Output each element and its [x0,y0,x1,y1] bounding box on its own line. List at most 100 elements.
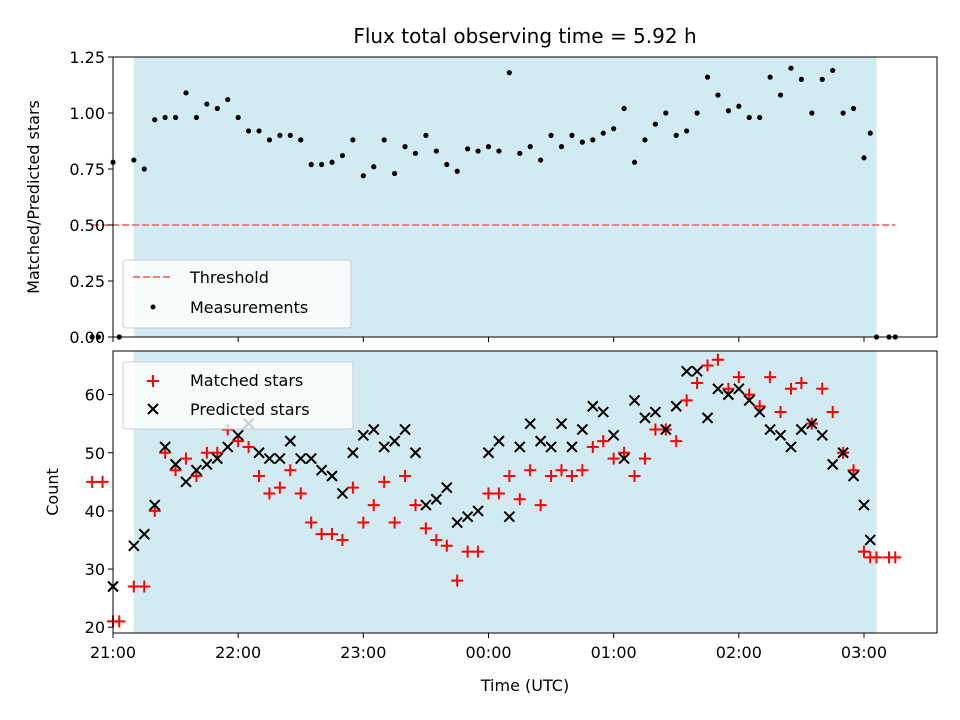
matched-star-point [503,470,516,483]
predicted-star-point [420,499,432,511]
predicted-star-point [138,528,150,540]
measurement-point [392,170,398,177]
measurements-legend-label: Measurements [190,298,308,317]
matched-star-point [670,435,683,448]
bottom-panel-plot-area [86,353,902,628]
predicted-star-point [691,365,703,378]
predicted-star-point [722,388,735,401]
measurement-point [767,74,773,80]
measurement-point [319,161,325,168]
predicted-star-point [493,435,505,447]
matched-star-point [691,376,704,389]
measurement-point [454,168,460,174]
matched-star-point [200,446,213,459]
measurement-point [673,132,679,138]
matched-star-point [795,376,808,389]
matched-star-point [701,359,714,372]
predicted-star-point [514,441,526,453]
matched-star-point [586,440,599,453]
matched-star-point [180,452,193,465]
matched-star-point [638,452,651,465]
measurement-point [193,114,200,121]
matched-star-point [711,353,724,366]
predicted-star-point [503,511,516,523]
matched-star-point [565,470,578,483]
matched-star-point [722,382,735,395]
predicted-star-point [587,400,599,412]
measurement-point [569,132,575,138]
matched-star-point [113,615,126,628]
measurement-point [663,110,669,116]
predicted-star-point [545,441,557,453]
matched-star-point [148,504,161,517]
measurement-point [235,114,241,121]
matched-star-point [764,371,777,384]
predicted-star-point [733,383,745,395]
predicted-star-point [680,365,693,378]
predicted-star-point [753,406,766,418]
matched-star-point [357,516,370,529]
measurement-point [642,137,648,143]
predicted-star-point [461,511,474,523]
bottom-y-tick-label: 30 [85,560,105,579]
matched-star-point [430,533,443,546]
bottom-legend-box [122,361,354,430]
measurement-point [579,139,585,145]
x-tick-label: 02:00 [716,643,762,662]
predicted-star-point [347,447,359,459]
measurement-point [172,114,179,121]
matched-star-point [346,481,359,494]
measurement-point [558,144,565,150]
measurement-point [266,137,273,143]
predicted-stars-legend-swatch [147,403,159,415]
predicted-star-point [628,394,641,407]
matched-star-point [190,470,203,483]
predicted-star-point [837,447,849,459]
predicted-star-point [847,470,860,482]
matched-star-point [169,464,182,477]
predicted-star-point [169,458,182,471]
measurement-point [736,103,742,109]
bottom-panel: 20 30 40 50 60 21:00 22:00 23:00 00:00 01:00 02:0… [43,350,938,695]
predicted-star-point [774,429,787,442]
predicted-star-point [190,464,203,476]
bottom-y-tick-label: 20 [85,618,105,637]
matched-star-point [127,580,140,593]
measurement-point [308,161,314,168]
matched-star-point [419,522,432,535]
matched-star-point [315,528,328,541]
top-panel-legend: Threshold Measurements [122,259,352,329]
matched-star-point [555,464,568,477]
measurement-point [152,117,158,123]
predicted-star-point [816,429,828,442]
predicted-star-point [201,458,213,471]
predicted-star-point [159,441,171,453]
x-tick-label: 21:00 [90,643,136,662]
matched-star-point [870,551,883,564]
matched-star-point [826,406,839,419]
top-y-tick-label: 0.50 [69,216,105,235]
measurement-point [746,114,752,121]
bottom-y-tick-label: 60 [85,386,105,405]
matched-star-point [451,574,464,587]
measurement-point [867,130,873,136]
measurement-point [496,148,502,154]
matched-star-point [732,371,745,384]
predicted-star-point [305,452,317,465]
matched-star-point [753,400,766,413]
measurement-point [819,76,825,82]
x-axis-label: Time (UTC) [480,676,569,695]
measurement-point [725,108,731,114]
matched-star-point [96,475,109,488]
predicted-star-point [399,423,411,436]
predicted-star-point [660,423,672,436]
matched-star-point [545,470,558,483]
matched-star-point [576,464,589,477]
matched-star-point [847,464,860,477]
measurement-point [704,74,711,80]
measurement-point [715,92,721,98]
predicted-star-point [336,487,349,500]
predicted-star-point [701,412,714,424]
predicted-star-point [263,452,276,465]
measurement-point [611,126,617,132]
